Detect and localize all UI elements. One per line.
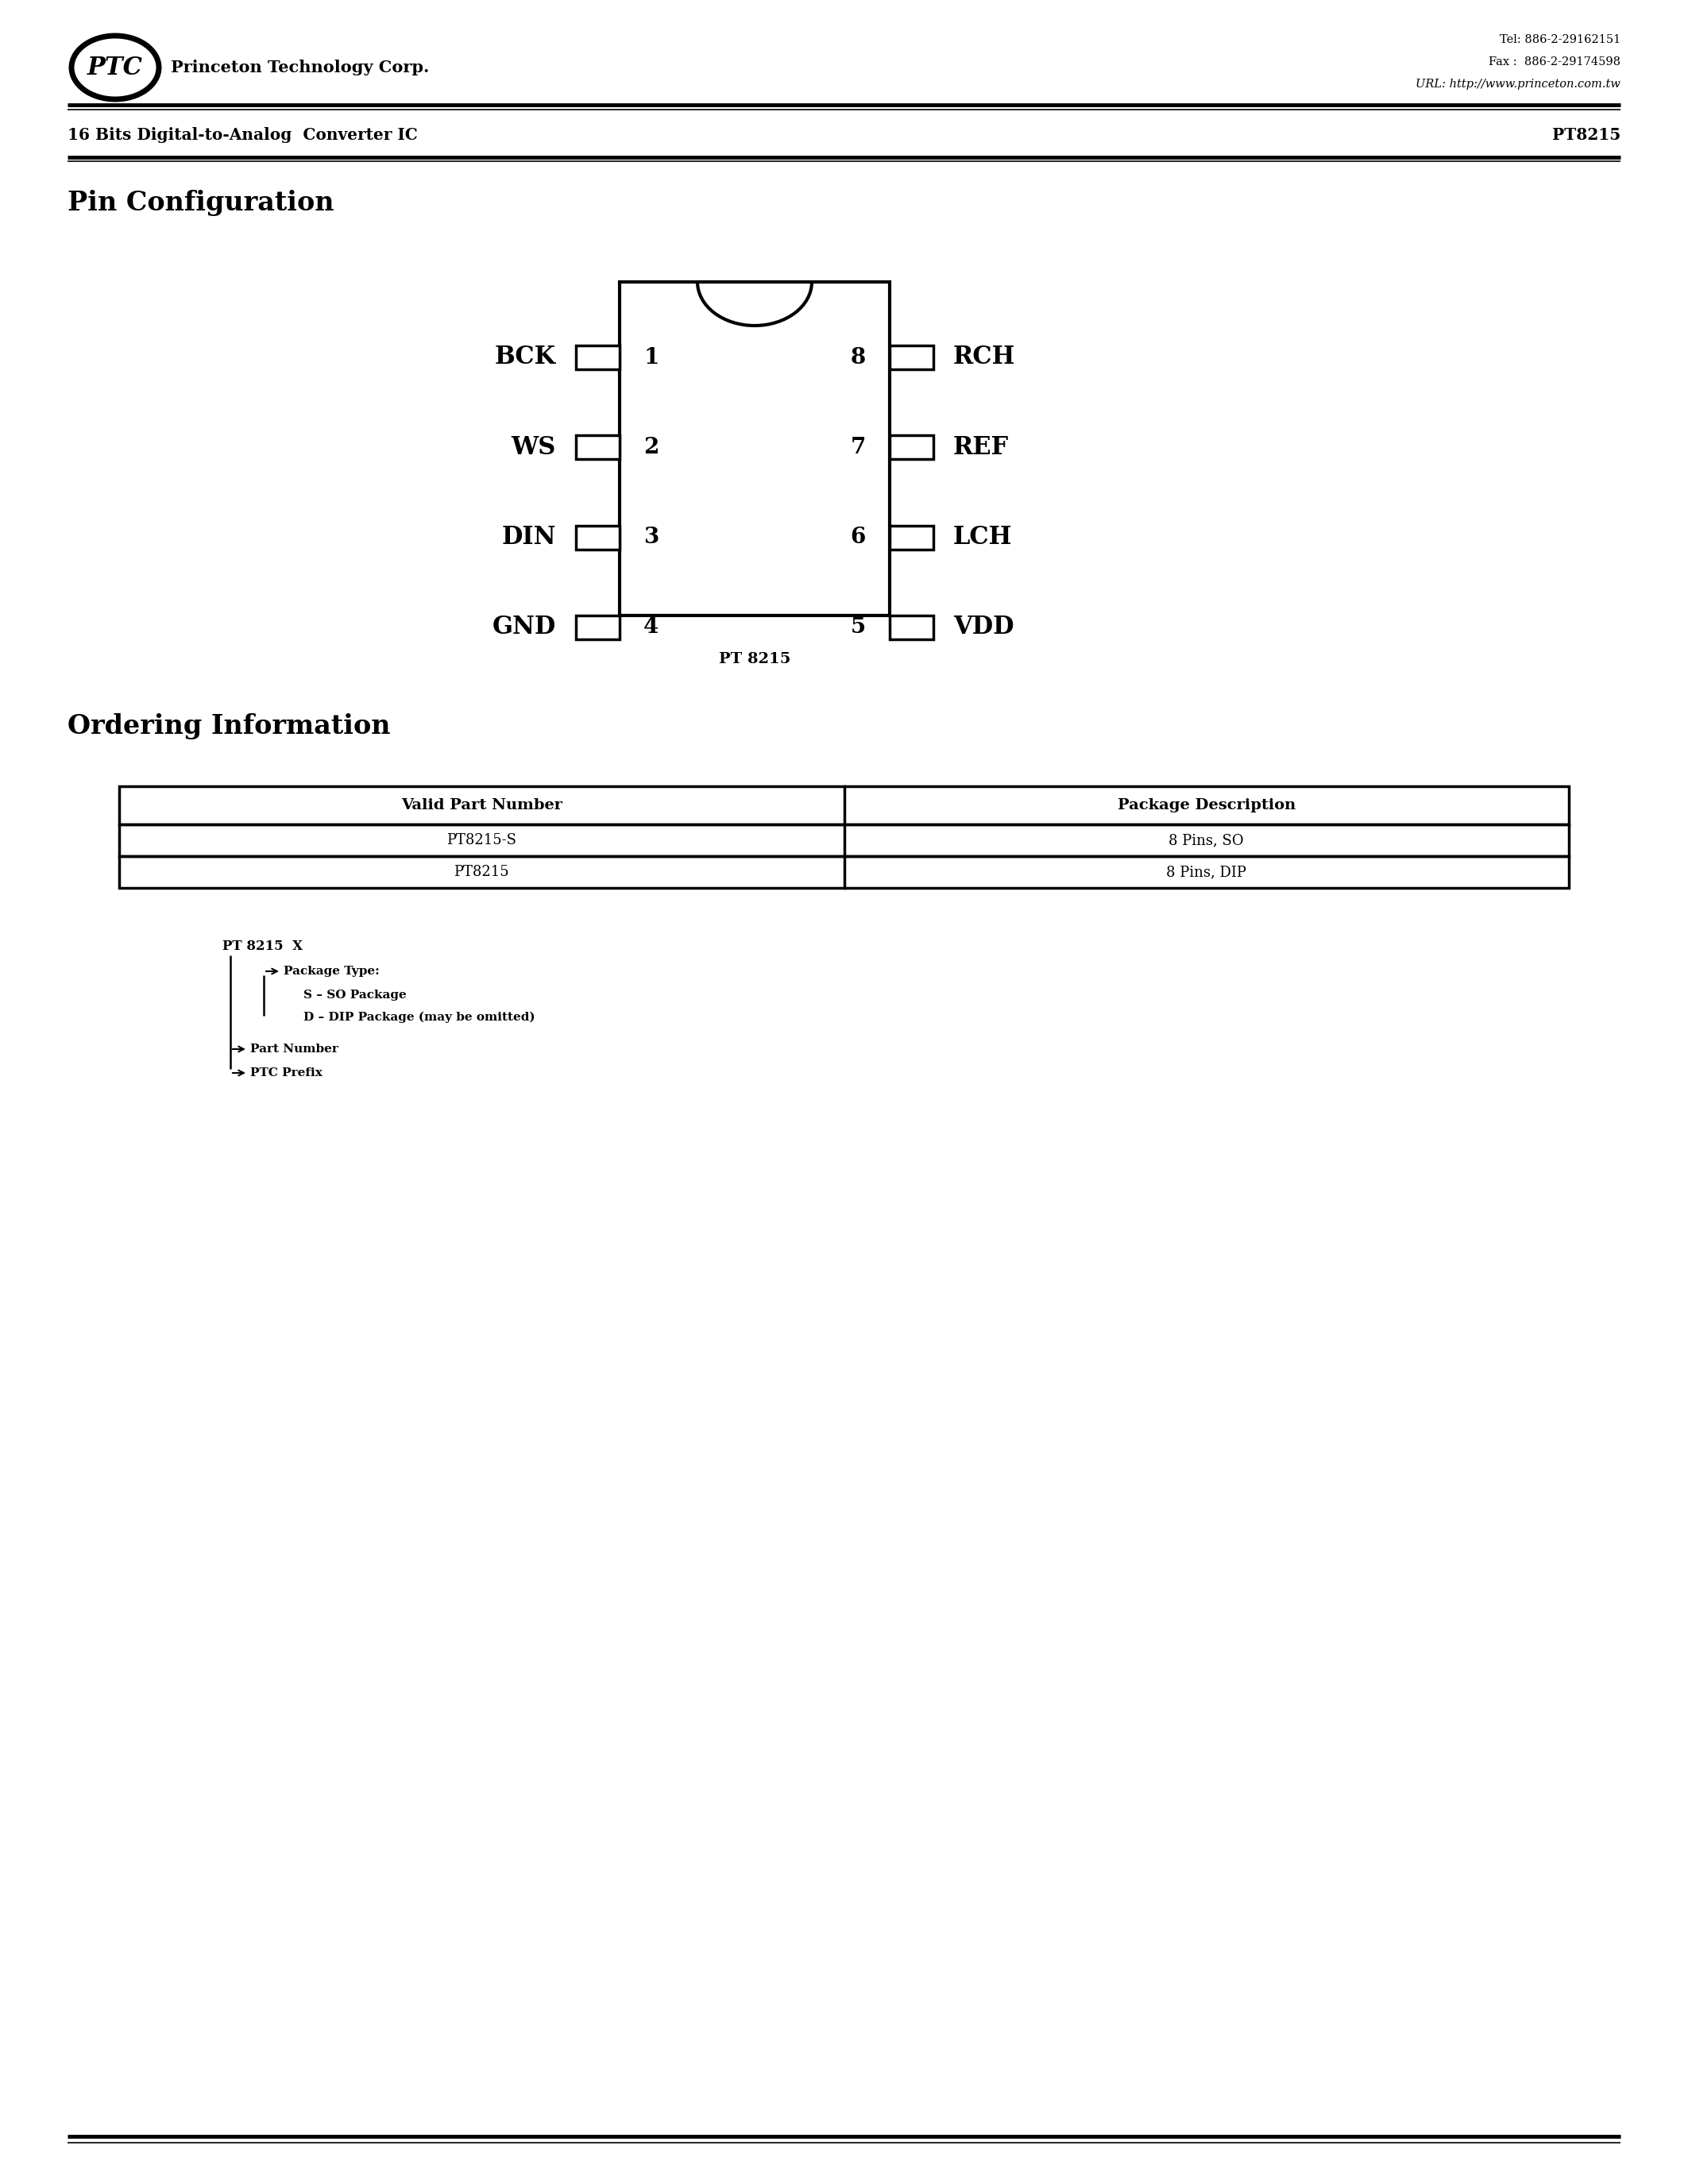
Text: 2: 2 — [643, 437, 658, 459]
Text: RCH: RCH — [954, 345, 1016, 369]
Text: 4: 4 — [643, 616, 658, 638]
Bar — [890, 435, 933, 459]
Bar — [120, 856, 1568, 889]
Bar — [890, 526, 933, 550]
Text: S – SO Package: S – SO Package — [304, 989, 407, 1000]
Bar — [890, 345, 933, 369]
Bar — [576, 435, 619, 459]
Bar — [120, 823, 1568, 856]
Text: 1: 1 — [643, 347, 658, 369]
Text: PT 8215  X: PT 8215 X — [223, 939, 302, 952]
Text: DIN: DIN — [501, 524, 555, 550]
Bar — [619, 282, 890, 616]
Text: D – DIP Package (may be omitted): D – DIP Package (may be omitted) — [304, 1011, 535, 1022]
Text: PT8215: PT8215 — [1551, 127, 1620, 142]
Text: Fax :  886-2-29174598: Fax : 886-2-29174598 — [1489, 57, 1620, 68]
Text: VDD: VDD — [954, 616, 1014, 640]
Text: 8 Pins, DIP: 8 Pins, DIP — [1166, 865, 1246, 880]
Text: Tel: 886-2-29162151: Tel: 886-2-29162151 — [1499, 35, 1620, 46]
Bar — [890, 616, 933, 640]
Text: Princeton Technology Corp.: Princeton Technology Corp. — [170, 59, 429, 76]
Bar — [576, 616, 619, 640]
Text: PT8215: PT8215 — [454, 865, 510, 880]
Text: Valid Part Number: Valid Part Number — [402, 797, 562, 812]
Text: PT 8215: PT 8215 — [719, 653, 790, 666]
Text: 16 Bits Digital-to-Analog  Converter IC: 16 Bits Digital-to-Analog Converter IC — [68, 127, 417, 142]
Text: Ordering Information: Ordering Information — [68, 714, 390, 740]
Text: Part Number: Part Number — [250, 1044, 338, 1055]
Text: 5: 5 — [851, 616, 866, 638]
Text: Package Type:: Package Type: — [284, 965, 380, 976]
Text: PTC Prefix: PTC Prefix — [250, 1068, 322, 1079]
Text: LCH: LCH — [954, 524, 1013, 550]
Text: 8: 8 — [851, 347, 866, 369]
Text: REF: REF — [954, 435, 1009, 459]
Text: BCK: BCK — [495, 345, 555, 369]
Text: 6: 6 — [851, 526, 866, 548]
Text: URL: http://www.princeton.com.tw: URL: http://www.princeton.com.tw — [1416, 79, 1620, 90]
Text: Pin Configuration: Pin Configuration — [68, 190, 334, 216]
Text: WS: WS — [511, 435, 555, 459]
Text: Package Description: Package Description — [1117, 797, 1295, 812]
Bar — [120, 786, 1568, 823]
Bar — [576, 526, 619, 550]
Text: PTC: PTC — [88, 55, 143, 81]
Bar — [576, 345, 619, 369]
Text: 3: 3 — [643, 526, 658, 548]
Text: 8 Pins, SO: 8 Pins, SO — [1168, 832, 1244, 847]
Text: PT8215-S: PT8215-S — [447, 832, 517, 847]
Text: 7: 7 — [851, 437, 866, 459]
Text: GND: GND — [493, 616, 555, 640]
